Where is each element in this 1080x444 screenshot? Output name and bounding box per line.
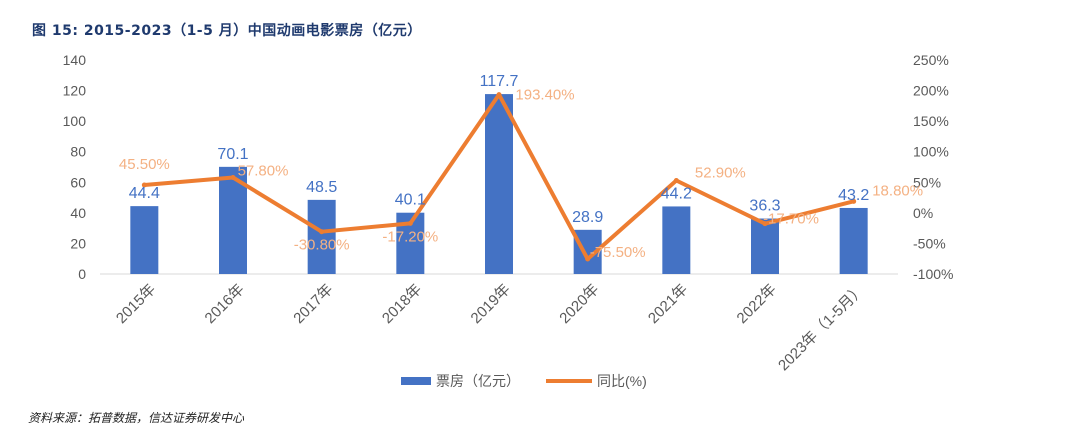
line-point [319, 229, 325, 235]
y-left-tick-label: 120 [63, 83, 87, 99]
x-tick-label: 2020年 [556, 281, 602, 327]
line-value-label: 45.50% [119, 156, 170, 173]
x-tick-label: 2018年 [379, 281, 425, 327]
bar-value-label: 44.2 [661, 185, 692, 202]
bar-value-label: 70.1 [217, 146, 248, 163]
line-point [762, 221, 768, 227]
y-right-tick-label: 150% [913, 113, 949, 129]
x-tick-label: 2015年 [113, 281, 159, 327]
y-right-tick-label: 100% [913, 144, 949, 160]
line-value-label: 193.40% [515, 87, 574, 104]
y-left-tick-label: 40 [70, 205, 86, 221]
line-value-label: 57.80% [238, 163, 289, 180]
line-point [673, 178, 679, 184]
line-value-label: -17.20% [382, 228, 438, 245]
line-point [496, 92, 502, 98]
y-left-tick-label: 140 [63, 52, 87, 68]
y-left-tick-label: 20 [70, 235, 86, 251]
x-tick-label: 2019年 [468, 281, 514, 327]
bar-value-label: 40.1 [395, 192, 426, 209]
bar-value-label: 36.3 [749, 198, 780, 215]
y-right-tick-label: 50% [913, 174, 941, 190]
y-left-tick-label: 80 [70, 144, 86, 160]
x-tick-label: 2022年 [734, 281, 780, 327]
x-tick-label: 2017年 [290, 281, 336, 327]
line-point [851, 198, 857, 204]
x-tick-label: 2021年 [645, 281, 691, 327]
line-point [230, 175, 236, 181]
bar-value-label: 117.7 [480, 73, 519, 90]
y-right-tick-label: 250% [913, 52, 949, 68]
bar [307, 199, 336, 274]
y-right-tick-label: -50% [913, 235, 946, 251]
y-right-tick-label: 0% [913, 205, 933, 221]
x-tick-label: 2016年 [202, 281, 248, 327]
chart: 0 20 40 60 80 100 120 140 -100% -50% 0% 50% 100% 150%… [63, 52, 954, 389]
y-right-tick-label: 200% [913, 83, 949, 99]
line-point [407, 220, 413, 226]
y-left-tick-label: 0 [78, 266, 86, 282]
line-value-label: -75.50% [590, 244, 646, 261]
legend-bar-swatch [401, 377, 431, 385]
bar [751, 218, 779, 274]
y-left-tick-label: 100 [63, 113, 87, 129]
bar [130, 206, 159, 274]
bar-value-label: 44.4 [129, 185, 160, 202]
y-right-tick-label: -100% [913, 266, 953, 282]
bar-value-label: 43.2 [838, 187, 869, 204]
bar-value-label: 28.9 [572, 209, 603, 226]
line-value-label: 52.90% [695, 165, 746, 182]
line-value-label: 18.80% [872, 182, 923, 199]
source-note: 资料来源：拓普数据，信达证券研发中心 [28, 411, 245, 425]
line-value-label: -30.80% [294, 237, 350, 254]
legend-bar-label: 票房（亿元） [436, 373, 520, 389]
line-point [585, 256, 591, 262]
y-left-tick-label: 60 [70, 174, 86, 190]
line-value-label: -17.70% [763, 211, 819, 228]
line-point [141, 182, 147, 188]
bar [485, 94, 513, 274]
legend-line-label: 同比(%) [597, 373, 647, 389]
x-tick-label: 2023年（1-5月） [775, 281, 868, 374]
bar [839, 207, 868, 274]
bar-value-label: 48.5 [306, 179, 337, 196]
figure-title: 图 15: 2015-2023（1-5 月）中国动画电影票房（亿元） [32, 23, 422, 39]
bar [662, 206, 691, 274]
